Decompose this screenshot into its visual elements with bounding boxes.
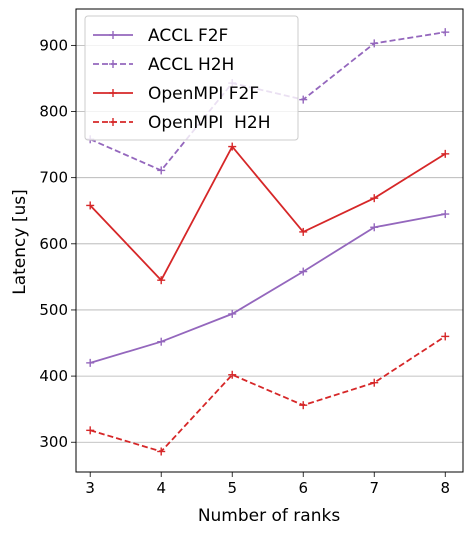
legend-label: OpenMPI H2H <box>148 113 271 133</box>
legend-marker <box>109 60 117 68</box>
data-point <box>299 401 308 410</box>
x-tick-label: 3 <box>85 479 95 497</box>
data-point <box>157 276 166 285</box>
y-tick-label: 700 <box>39 169 68 187</box>
legend: ACCL F2F ACCL H2H OpenMPI F2F OpenMPI H2H <box>84 15 299 141</box>
series-4 <box>86 332 450 456</box>
data-point <box>86 358 95 367</box>
data-point <box>299 227 308 236</box>
data-point <box>370 194 379 203</box>
data-point <box>228 370 237 379</box>
data-point <box>299 267 308 276</box>
legend-label: OpenMPI F2F <box>148 84 259 104</box>
legend-marker <box>109 31 117 39</box>
data-point <box>441 28 450 37</box>
y-tick-label: 300 <box>39 433 68 451</box>
data-point <box>157 166 166 175</box>
plot-frame <box>75 8 464 473</box>
y-tick-label: 900 <box>39 36 68 54</box>
x-axis-label: Number of ranks <box>198 506 341 526</box>
series-line <box>89 213 446 364</box>
series-3 <box>86 142 450 285</box>
series-line <box>89 335 446 453</box>
x-tick-label: 8 <box>440 479 450 497</box>
legend-label: ACCL F2F <box>148 26 228 46</box>
y-tick-label: 800 <box>39 103 68 121</box>
data-point <box>228 142 237 151</box>
data-point <box>370 39 379 48</box>
data-point <box>86 201 95 210</box>
y-tick-label: 400 <box>39 367 68 385</box>
legend-box <box>84 15 299 141</box>
y-tick-label: 500 <box>39 301 68 319</box>
legend-item: OpenMPI F2F <box>93 84 259 104</box>
data-point <box>370 223 379 232</box>
series-1 <box>86 210 450 367</box>
data-point <box>370 378 379 387</box>
legend-item: ACCL H2H <box>93 55 234 75</box>
legend-item: ACCL F2F <box>93 26 228 46</box>
y-axis-label: Latency [us] <box>10 189 30 295</box>
data-point <box>441 332 450 341</box>
data-point <box>228 309 237 318</box>
axes: 300 400 500 600 700 800 900 3 4 5 6 7 8 <box>39 8 464 497</box>
x-tick-label: 5 <box>227 479 237 497</box>
legend-marker <box>109 118 117 126</box>
data-point <box>299 95 308 104</box>
data-point <box>157 337 166 346</box>
data-point <box>86 426 95 435</box>
y-tick-label: 600 <box>39 235 68 253</box>
legend-item: OpenMPI H2H <box>93 113 271 133</box>
data-point <box>157 447 166 456</box>
x-tick-label: 7 <box>369 479 379 497</box>
legend-marker <box>109 89 117 97</box>
data-point <box>441 149 450 158</box>
x-tick-label: 4 <box>156 479 166 497</box>
legend-label: ACCL H2H <box>148 55 234 75</box>
x-tick-label: 6 <box>298 479 308 497</box>
data-point <box>441 210 450 219</box>
series-line <box>89 144 446 282</box>
